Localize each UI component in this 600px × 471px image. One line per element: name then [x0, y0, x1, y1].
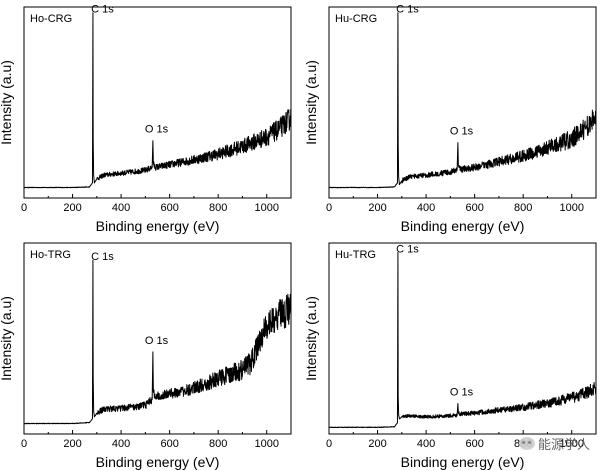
o1s-peak-label: O 1s: [450, 126, 474, 138]
x-tick-label: 1000: [254, 438, 278, 450]
x-tick-label: 400: [112, 438, 130, 450]
x-tick-label: 1000: [254, 202, 278, 214]
y-axis-label: Intensity (a.u): [0, 60, 14, 145]
x-axis-label: Binding energy (eV): [401, 218, 525, 234]
x-tick-label: 200: [368, 438, 386, 450]
plot-frame: [23, 6, 292, 199]
y-axis-label: Intensity (a.u): [0, 296, 14, 381]
x-tick-label: 800: [209, 202, 227, 214]
chart-panel-ho-trg: 0 200 400 600 800 1000 Binding energy (eV) Inte…: [0, 242, 292, 470]
c1s-peak-label: C 1s: [396, 4, 419, 16]
plot-frame: [328, 6, 597, 199]
x-tick-label: 200: [63, 438, 81, 450]
chart-panel-ho-crg: 0 200 400 600 800 1000 Binding energy (eV) Inte…: [0, 4, 292, 234]
x-tick-label: 600: [465, 202, 483, 214]
x-tick-label: 600: [465, 438, 483, 450]
plot-frame: [328, 242, 597, 435]
x-tick-label: 1000: [559, 438, 583, 450]
x-tick-label: 200: [368, 202, 386, 214]
x-tick-label: 0: [326, 202, 332, 214]
x-axis-label: Binding energy (eV): [96, 454, 220, 470]
o1s-peak-label: O 1s: [145, 124, 169, 136]
x-tick-label: 400: [112, 202, 130, 214]
panel-label: Hu-CRG: [335, 13, 377, 25]
x-tick-label: 400: [417, 202, 435, 214]
o1s-peak-label: O 1s: [450, 386, 474, 398]
spectrum-line: [23, 12, 292, 189]
panel-label: Ho-CRG: [30, 13, 72, 25]
x-tick-label: 800: [514, 202, 532, 214]
o1s-peak-label: O 1s: [145, 335, 169, 347]
x-tick-label: 400: [417, 438, 435, 450]
x-axis-label: Binding energy (eV): [401, 454, 525, 470]
x-tick-label: 0: [21, 202, 27, 214]
c1s-peak-label: C 1s: [396, 244, 419, 256]
x-tick-label: 1000: [559, 202, 583, 214]
spectrum-line: [23, 259, 292, 425]
chart-panel-hu-crg: 0 200 400 600 800 1000 Binding energy (eV) Inte…: [303, 4, 597, 234]
x-tick-label: 0: [326, 438, 332, 450]
wechat-icon: [518, 437, 535, 450]
y-axis-label: Intensity (a.u): [303, 296, 319, 381]
watermark: 能源学人: [518, 434, 590, 453]
x-tick-label: 800: [209, 438, 227, 450]
watermark-text: 能源学人: [537, 438, 590, 453]
panel-label: Ho-TRG: [30, 249, 71, 261]
x-tick-label: 600: [160, 438, 178, 450]
x-tick-label: 0: [21, 438, 27, 450]
x-tick-label: 200: [63, 202, 81, 214]
c1s-peak-label: C 1s: [91, 4, 114, 16]
panel-label: Hu-TRG: [335, 249, 376, 261]
c1s-peak-label: C 1s: [91, 251, 114, 263]
spectrum-line: [328, 12, 597, 189]
x-tick-label: 600: [160, 202, 178, 214]
x-axis-label: Binding energy (eV): [96, 218, 220, 234]
spectrum-line: [328, 252, 597, 429]
plot-frame: [23, 242, 292, 435]
y-axis-label: Intensity (a.u): [303, 60, 319, 145]
